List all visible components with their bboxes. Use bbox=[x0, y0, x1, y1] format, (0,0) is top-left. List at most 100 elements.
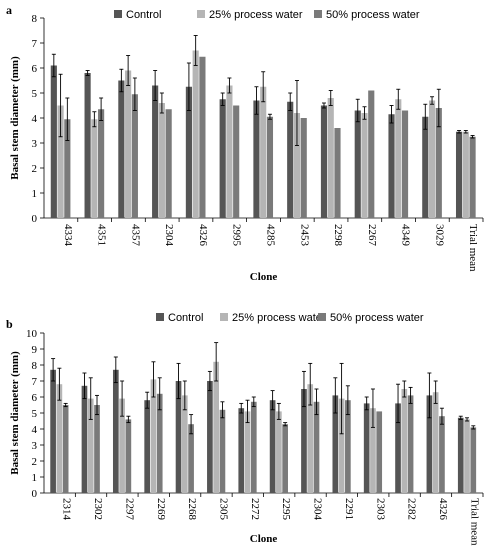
bar-25-process-water bbox=[91, 119, 98, 218]
category-label: 2267 bbox=[366, 224, 378, 247]
bar-50-process-water bbox=[98, 109, 105, 218]
bar-control bbox=[50, 65, 57, 218]
bar-25-process-water bbox=[181, 395, 188, 493]
category-label: 2272 bbox=[249, 498, 261, 520]
legend-swatch bbox=[314, 10, 322, 18]
category-label: 2304 bbox=[312, 498, 324, 521]
bar-50-process-water bbox=[334, 128, 341, 218]
category-label: 2303 bbox=[374, 498, 386, 521]
category-label: 2282 bbox=[406, 498, 418, 520]
bar-control bbox=[426, 395, 433, 493]
bar-50-process-water bbox=[435, 108, 442, 218]
category-label: 2298 bbox=[332, 224, 344, 247]
y-tick-label: 4 bbox=[32, 424, 38, 436]
legend-label: 25% process water bbox=[232, 312, 326, 324]
bar-25-process-water bbox=[432, 392, 439, 493]
category-label: 4351 bbox=[96, 224, 108, 246]
category-label: 2302 bbox=[92, 498, 104, 520]
category-label: 2291 bbox=[343, 498, 355, 520]
bar-control bbox=[395, 403, 401, 493]
category-label: 4326 bbox=[197, 224, 209, 247]
bar-control bbox=[112, 369, 119, 493]
bar-25-process-water bbox=[226, 85, 233, 218]
y-axis-title: Basal stem diameter (mm) bbox=[9, 351, 21, 475]
bar-control bbox=[354, 110, 361, 218]
y-tick-label: 8 bbox=[32, 360, 38, 372]
bar-25-process-water bbox=[428, 100, 436, 218]
bar-25-process-water bbox=[158, 103, 165, 218]
bar-50-process-water bbox=[300, 118, 307, 218]
category-label: 3029 bbox=[433, 224, 445, 247]
bar-control bbox=[269, 400, 276, 493]
legend-label: 25% process water bbox=[209, 9, 303, 21]
panel-label: a bbox=[6, 3, 12, 17]
y-tick-label: 10 bbox=[26, 328, 38, 340]
x-axis-title: Clone bbox=[250, 271, 278, 283]
bar-25-process-water bbox=[276, 411, 282, 493]
bar-50-process-water bbox=[199, 56, 206, 218]
bar-25-process-water bbox=[401, 389, 408, 493]
bar-25-process-water bbox=[293, 113, 301, 218]
y-tick-label: 6 bbox=[32, 63, 38, 75]
legend-swatch bbox=[220, 313, 228, 321]
category-label: 2295 bbox=[280, 498, 292, 521]
category-label: 4334 bbox=[62, 224, 74, 247]
bar-25-process-water bbox=[361, 113, 368, 218]
panel-label: b bbox=[6, 317, 13, 331]
category-label: Trial mean bbox=[468, 498, 480, 546]
y-tick-label: 6 bbox=[32, 392, 38, 404]
category-label: Trial mean bbox=[467, 224, 479, 272]
bar-control bbox=[81, 385, 88, 493]
bar-50-process-water bbox=[94, 405, 100, 493]
bar-25-process-water bbox=[57, 105, 64, 218]
bar-25-process-water bbox=[462, 131, 469, 218]
legend-swatch bbox=[318, 313, 326, 321]
y-tick-label: 1 bbox=[32, 188, 38, 200]
bar-50-process-water bbox=[368, 90, 375, 218]
y-tick-label: 7 bbox=[32, 38, 38, 50]
bar-25-process-water bbox=[338, 398, 345, 493]
bar-control bbox=[422, 116, 429, 218]
bar-50-process-water bbox=[401, 110, 409, 218]
y-tick-label: 7 bbox=[32, 376, 38, 388]
bar-control bbox=[118, 80, 125, 218]
category-label: 2453 bbox=[298, 224, 310, 247]
bar-50-process-water bbox=[470, 427, 477, 493]
bar-control bbox=[219, 99, 226, 218]
bar-50-process-water bbox=[469, 136, 476, 218]
category-label: 4326 bbox=[437, 498, 449, 521]
legend-swatch bbox=[156, 313, 164, 321]
bar-50-process-water bbox=[376, 411, 383, 493]
legend-label: Control bbox=[126, 9, 161, 21]
legend-label: 50% process water bbox=[330, 312, 424, 324]
bar-control bbox=[185, 86, 192, 218]
y-tick-label: 9 bbox=[32, 344, 38, 356]
bar-25-process-water bbox=[327, 98, 334, 218]
legend-label: 50% process water bbox=[326, 9, 420, 21]
y-axis-title: Basal stem diameter (mm) bbox=[9, 56, 21, 180]
y-tick-label: 2 bbox=[32, 163, 38, 175]
bar-control bbox=[144, 400, 151, 493]
legend-swatch bbox=[114, 10, 122, 18]
bar-50-process-water bbox=[282, 424, 288, 493]
bar-control bbox=[388, 114, 395, 218]
category-label: 2269 bbox=[155, 498, 167, 521]
bar-control bbox=[332, 395, 339, 493]
y-tick-label: 2 bbox=[32, 456, 38, 468]
bar-control bbox=[287, 101, 294, 218]
bar-25-process-water bbox=[150, 379, 157, 493]
bar-50-process-water bbox=[407, 395, 414, 493]
bar-50-process-water bbox=[188, 424, 194, 493]
category-label: 2304 bbox=[163, 224, 175, 247]
category-label: 2268 bbox=[186, 498, 198, 521]
bar-50-process-water bbox=[131, 94, 138, 218]
y-tick-label: 1 bbox=[32, 472, 38, 484]
bar-control bbox=[238, 408, 245, 493]
bar-50-process-water bbox=[250, 401, 257, 493]
bar-control bbox=[253, 100, 260, 218]
bar-25-process-water bbox=[244, 411, 251, 493]
bar-control bbox=[84, 73, 91, 218]
bar-25-process-water bbox=[370, 408, 376, 493]
bar-control bbox=[363, 403, 370, 493]
